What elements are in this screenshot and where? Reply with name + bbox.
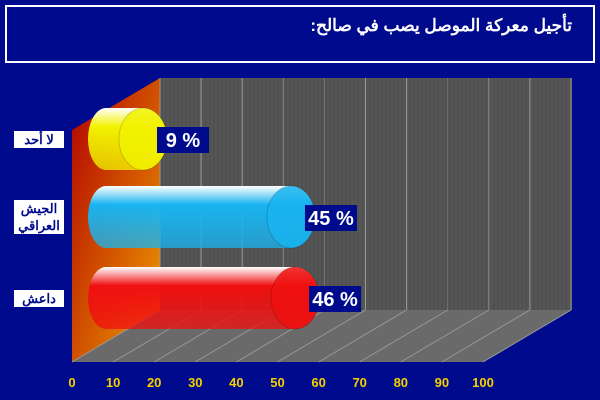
x-tick-label: 50 (270, 375, 284, 390)
x-tick-label: 90 (435, 375, 449, 390)
floor-line (441, 309, 531, 363)
floor-line (359, 309, 448, 363)
floor-line (318, 309, 407, 363)
x-tick-label: 30 (188, 375, 202, 390)
x-tick-label: 0 (68, 375, 75, 390)
x-tick-label: 20 (147, 375, 161, 390)
value-label-box (309, 286, 362, 312)
value-label-box (156, 127, 209, 153)
value-label-box (304, 205, 357, 231)
x-tick-label: 60 (311, 375, 325, 390)
x-tick-label: 100 (472, 375, 494, 390)
x-tick-label: 70 (352, 375, 366, 390)
floor-line (482, 309, 572, 363)
chart-title: تأجيل معركة الموصل يصب في صالح: (310, 16, 572, 35)
x-tick-label: 10 (106, 375, 120, 390)
value-label: 9 % (166, 130, 201, 152)
floor-line (400, 309, 490, 363)
x-tick-label: 40 (229, 375, 243, 390)
bar (88, 186, 315, 248)
x-tick-label: 80 (394, 375, 408, 390)
bar (88, 267, 320, 329)
title-box (5, 5, 595, 63)
category-label: داعش (14, 289, 64, 307)
category-label: الجيش العراقي (14, 200, 64, 234)
value-label: 45 % (308, 208, 354, 230)
floor-line (277, 309, 366, 363)
category-label: لا أحد (14, 130, 64, 148)
value-label: 46 % (312, 289, 358, 311)
